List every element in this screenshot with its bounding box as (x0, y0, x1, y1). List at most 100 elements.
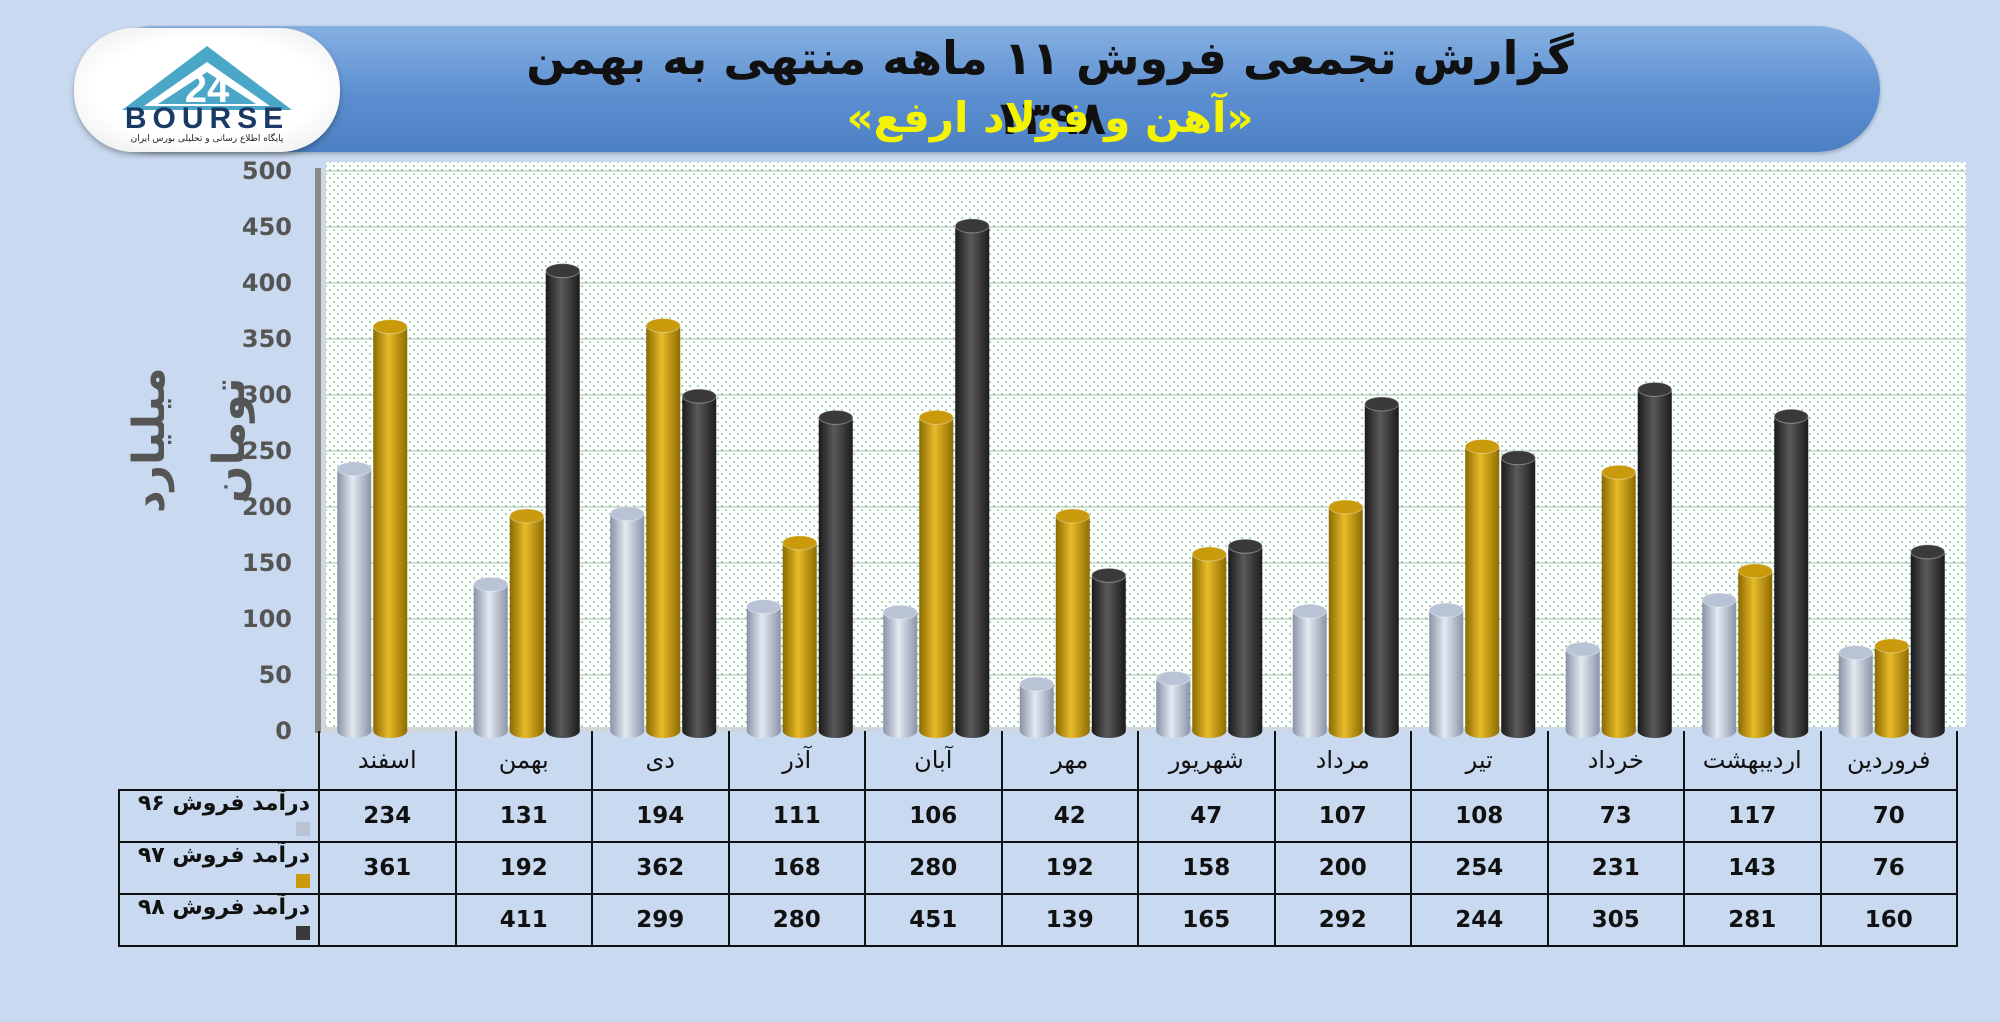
logo-mark-icon: 24 (122, 46, 292, 111)
table-row: درآمد فروش ۹۷ 361 192 362 168 280 192 158 200 254… (118, 841, 1958, 895)
logo: 24 (74, 28, 340, 152)
bar (1773, 408, 1809, 738)
legend-entry: درآمد فروش ۹۷ (118, 841, 320, 895)
bar (372, 319, 408, 738)
data-label: 143 (1683, 841, 1822, 895)
x-tick-label: شهریور (1137, 731, 1276, 791)
data-label: 411 (454, 893, 593, 947)
bar (882, 604, 918, 738)
bar (1019, 676, 1055, 738)
legend-swatch (296, 822, 310, 836)
data-label: 299 (591, 893, 730, 947)
bar (1464, 439, 1500, 738)
grid-lines (326, 170, 1966, 676)
logo-caption: پایگاه اطلاع رسانی و تحلیلی بورس ایران (130, 134, 284, 144)
y-tick-label: 250 (242, 437, 292, 465)
y-tick-label: 450 (242, 213, 292, 241)
data-label: 244 (1410, 893, 1549, 947)
data-label: 70 (1819, 789, 1958, 843)
table-corner (119, 731, 319, 790)
data-label: 451 (864, 893, 1003, 947)
data-label: 361 (318, 841, 457, 895)
bar (1055, 508, 1091, 738)
bar (681, 388, 717, 738)
data-label: 158 (1137, 841, 1276, 895)
data-label: 168 (727, 841, 866, 895)
data-label: 192 (1000, 841, 1139, 895)
bar (1910, 544, 1946, 738)
bar (1364, 396, 1400, 738)
bar (336, 461, 372, 738)
data-label: 165 (1137, 893, 1276, 947)
legend-swatch (296, 874, 310, 888)
chart-subtitle: «آهن و فولاد ارفع» (846, 93, 1254, 142)
svg-text:24: 24 (185, 67, 230, 111)
bar (918, 409, 954, 738)
bar (509, 508, 545, 738)
bar (1227, 538, 1263, 738)
table-row: درآمد فروش ۹۸ 411 299 280 451 139 165 292 244 305… (118, 893, 1958, 947)
data-label: 131 (454, 789, 593, 843)
data-label: 117 (1683, 789, 1822, 843)
x-tick-label: مهر (1000, 731, 1139, 791)
y-tick-label: 0 (275, 717, 292, 745)
bar (1091, 567, 1127, 738)
x-tick-label: اسفند (318, 731, 457, 791)
bar (1737, 563, 1773, 738)
y-tick-label: 350 (242, 325, 292, 353)
legend-entry: درآمد فروش ۹۶ (118, 789, 320, 843)
data-label: 292 (1273, 893, 1412, 947)
bar (1155, 670, 1191, 738)
data-label: 280 (727, 893, 866, 947)
bar (746, 599, 782, 738)
bar (818, 409, 854, 738)
bar (1428, 602, 1464, 738)
bar (609, 506, 645, 738)
bar (645, 318, 681, 738)
data-label: 47 (1137, 789, 1276, 843)
data-label: 111 (727, 789, 866, 843)
legend-entry: درآمد فروش ۹۸ (118, 893, 320, 947)
x-tick-label: دی (591, 731, 730, 791)
data-label: 42 (1000, 789, 1139, 843)
chart-title: گزارش تجمعی فروش ۱۱ ماهه منتهی به بهمن ۱… (526, 31, 1574, 145)
y-axis-label: میلیارد تومان (124, 367, 255, 513)
bars (336, 218, 1946, 738)
bar (1191, 546, 1227, 738)
title-banner (90, 26, 1880, 152)
y-tick-label: 200 (242, 493, 292, 521)
bar (545, 263, 581, 738)
plot-area (326, 162, 1966, 727)
bar (954, 218, 990, 738)
bar (1637, 381, 1673, 738)
bar (1292, 603, 1328, 738)
data-label: 76 (1819, 841, 1958, 895)
data-label (318, 893, 457, 947)
x-tick-label: بهمن (454, 731, 593, 791)
data-label: 160 (1819, 893, 1958, 947)
data-table: اسفند بهمن دی آذر آبان مهر شهریور مرداد تیر خرداد… (118, 731, 1958, 947)
y-tick-label: 150 (242, 549, 292, 577)
bar (1500, 450, 1536, 738)
data-label: 108 (1410, 789, 1549, 843)
y-tick-label: 50 (259, 661, 292, 689)
data-label: 192 (454, 841, 593, 895)
y-tick-label: 300 (242, 381, 292, 409)
bar (1874, 638, 1910, 738)
data-label: 73 (1546, 789, 1685, 843)
bar (782, 535, 818, 738)
y-tick-labels: 0 50 100 150 200 250 300 350 400 450 500 (242, 157, 292, 745)
data-label: 106 (864, 789, 1003, 843)
data-label: 281 (1683, 893, 1822, 947)
bar (1701, 592, 1737, 738)
x-tick-label: تیر (1410, 731, 1549, 791)
bar (1838, 645, 1874, 738)
logo-text: BOURSE (124, 102, 290, 135)
data-label: 139 (1000, 893, 1139, 947)
legend-swatch (296, 926, 310, 940)
x-tick-label: مرداد (1273, 731, 1412, 791)
y-tick-label: 100 (242, 605, 292, 633)
data-label: 362 (591, 841, 730, 895)
bar (1601, 464, 1637, 738)
